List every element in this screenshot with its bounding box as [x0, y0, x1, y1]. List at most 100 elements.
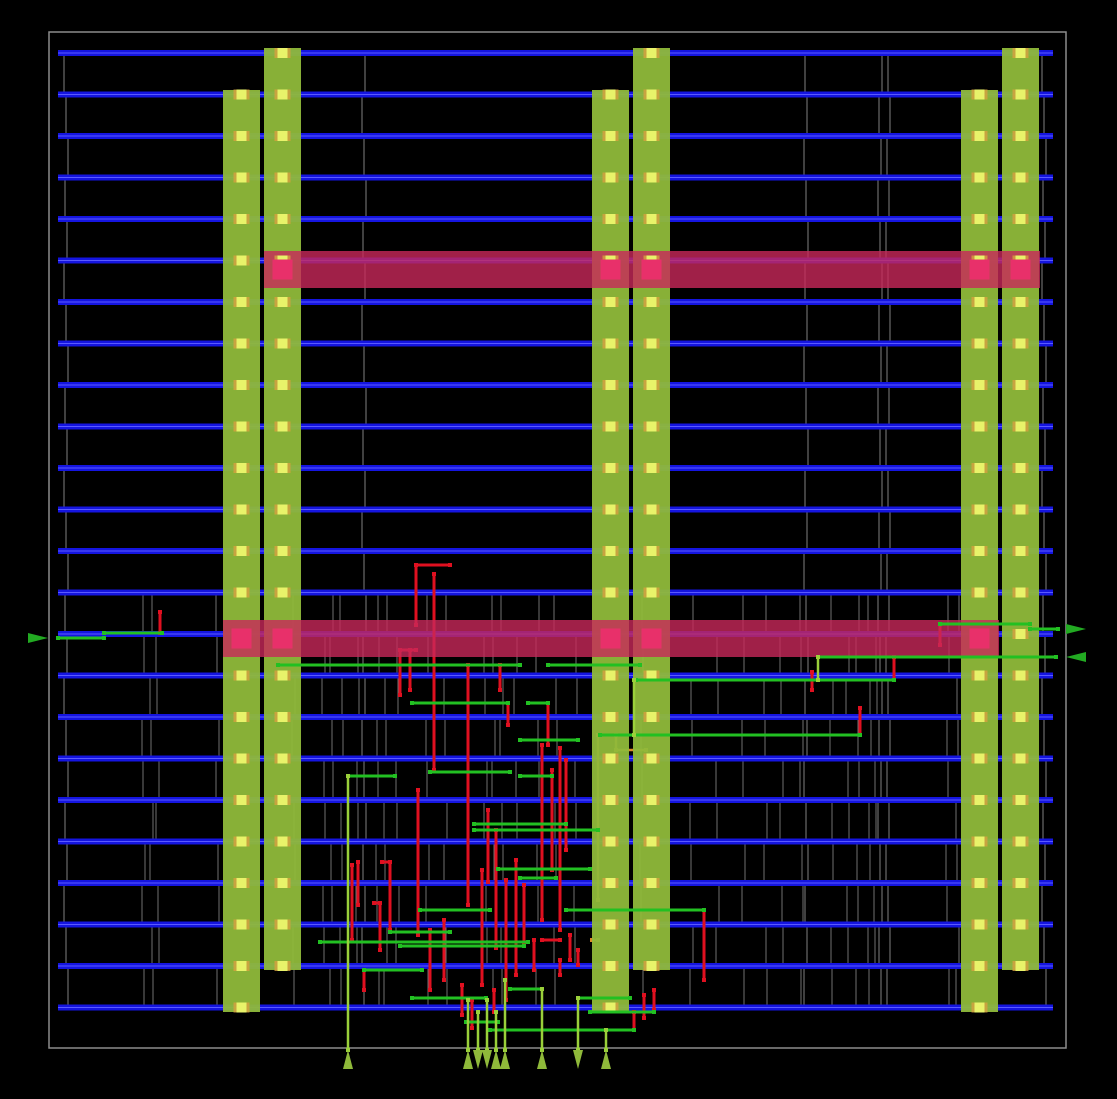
metal2-wire-end [506, 701, 510, 705]
via-pad [646, 878, 657, 888]
metal1-wire-end [576, 963, 580, 967]
metal1-wire-end [858, 706, 862, 710]
metal1-wire-end [564, 758, 568, 762]
metal1-wire-end [350, 863, 354, 867]
metal1-wire-end [532, 938, 536, 942]
via-pad [236, 297, 247, 307]
metal1-wire-end [378, 901, 382, 905]
io-pin-bottom[interactable] [491, 1050, 501, 1069]
metal1-wire-end [498, 688, 502, 692]
metal1-wire-end [492, 988, 496, 992]
metal1-wire-end [442, 978, 446, 982]
via-pad [605, 214, 616, 224]
metal2-wire-end [102, 636, 106, 640]
via-pad [236, 836, 247, 847]
metal2-wire-end [652, 1010, 656, 1014]
metal1-wire-end [558, 958, 562, 962]
via-pad [605, 89, 616, 100]
metal3-wire-end [540, 987, 544, 991]
via-pad [974, 172, 985, 183]
io-pin-bottom[interactable] [573, 1050, 583, 1069]
via-pad [236, 255, 247, 266]
metal1-wire-end [448, 563, 452, 567]
via-pad [236, 380, 247, 390]
metal3-wire-end [632, 733, 636, 737]
metal1-wire-end [380, 860, 384, 864]
metal1-wire-end [460, 1013, 464, 1017]
via-pad [236, 670, 247, 681]
metal3-wire-end [632, 678, 636, 682]
metal2-wire-end [564, 908, 568, 912]
metal2-wire-end [398, 944, 402, 948]
metal1-wire-end [480, 868, 484, 872]
metal2-wire-end [638, 663, 642, 667]
via-pad [1015, 670, 1026, 681]
metal2-wire-end [496, 867, 500, 871]
via-pad [605, 504, 616, 515]
metal2-wire-end [508, 770, 512, 774]
metal1-wire-end [558, 938, 562, 942]
via-pad [974, 836, 985, 847]
metal1-wire-end [486, 808, 490, 812]
io-pin-bottom[interactable] [500, 1050, 510, 1069]
metal1-wire-end [558, 928, 562, 932]
io-pin-right[interactable] [1066, 652, 1086, 662]
via-pad [277, 546, 288, 556]
via-pad [605, 753, 616, 764]
metal2-wire-end [488, 908, 492, 912]
metal2-wire-end [102, 631, 106, 635]
metal2-wire-end [628, 996, 632, 1000]
via-pad [974, 131, 985, 141]
via-pad [646, 546, 657, 556]
metal3-wire-end [816, 678, 820, 682]
via-pad [1015, 629, 1026, 639]
via-pad [236, 753, 247, 764]
via-large [969, 628, 990, 649]
metal2-wire-end [472, 828, 476, 832]
metal2-wire-end [632, 1028, 636, 1032]
metal1-wire-end [642, 993, 646, 997]
metal2-wire-end [576, 738, 580, 742]
metal2-wire-end [464, 1020, 468, 1024]
io-pins[interactable] [28, 624, 1086, 1069]
metal3-wire-end [466, 998, 470, 1002]
via-pad [277, 712, 288, 722]
via-pad [1015, 297, 1026, 307]
io-pin-bottom[interactable] [463, 1050, 473, 1069]
metal2-wire-end [428, 770, 432, 774]
via-pad [236, 795, 247, 805]
io-pin-bottom[interactable] [537, 1050, 547, 1069]
metal2-wire-end [1054, 655, 1058, 659]
metal1-wire-end [378, 948, 382, 952]
via-pad [236, 712, 247, 722]
io-pin-left[interactable] [28, 633, 48, 643]
io-pin-bottom[interactable] [601, 1050, 611, 1069]
io-pin-right[interactable] [1066, 624, 1086, 634]
via-pad [236, 919, 247, 930]
via-pad [277, 878, 288, 888]
via-pad [974, 587, 985, 598]
via-pad [277, 172, 288, 183]
metal2-wire-end [598, 733, 602, 737]
via-pad [605, 297, 616, 307]
metal2-wire-end [518, 738, 522, 742]
io-pin-bottom[interactable] [343, 1050, 353, 1069]
via-pad [646, 753, 657, 764]
io-pin-bottom[interactable] [473, 1050, 483, 1069]
metal3-wire-end [346, 774, 350, 778]
metal1-wire-end [514, 973, 518, 977]
via-large [1010, 259, 1031, 280]
via-pad [236, 1002, 247, 1013]
metal1-wire-end [540, 938, 544, 942]
metal2-wire-end [858, 733, 862, 737]
via-pad [1015, 878, 1026, 888]
io-pin-bottom[interactable] [482, 1050, 492, 1069]
metal1-wire-end [470, 1026, 474, 1030]
via-pad [1015, 504, 1026, 515]
metal1-wire-end [568, 933, 572, 937]
via-pad [974, 89, 985, 100]
via-pad [646, 587, 657, 598]
metal2-wire-end [276, 663, 280, 667]
metal1-wire-end [642, 1016, 646, 1020]
metal1-wire-end [466, 903, 470, 907]
